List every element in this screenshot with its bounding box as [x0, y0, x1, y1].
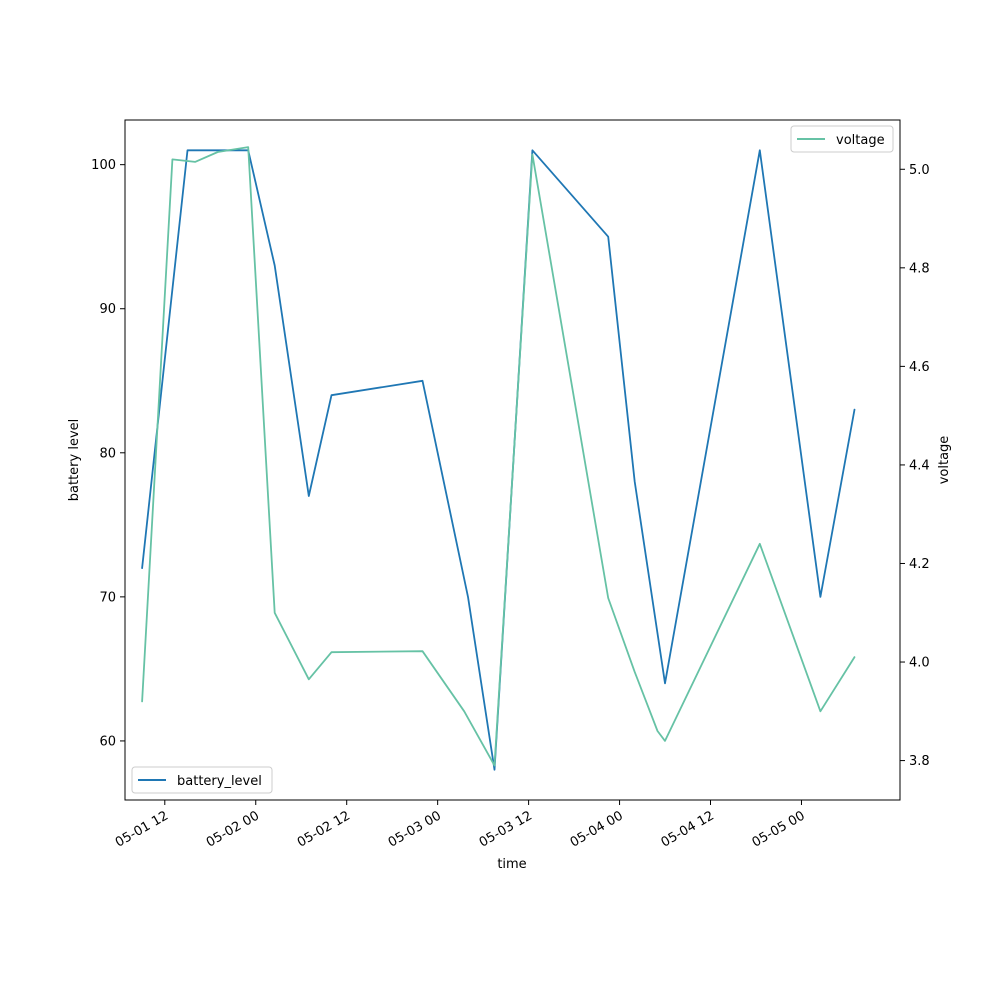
right-tick-label: 3.8 [909, 754, 930, 769]
right-tick-label: 5.0 [909, 163, 930, 178]
right-tick-label: 4.6 [909, 360, 930, 375]
legend-battery-frame [131, 766, 273, 794]
legend-voltage: voltage [790, 125, 894, 153]
left-tick-label: 90 [99, 302, 116, 317]
right-axis-title: voltage [937, 436, 952, 485]
series-line-battery-level [141, 149, 856, 771]
x-axis-title: time [497, 857, 526, 872]
legend-voltage-label: voltage [836, 133, 885, 148]
plot-lines [141, 146, 856, 771]
left-tick-label: 80 [99, 446, 116, 461]
right-tick-label: 4.0 [909, 656, 930, 671]
right-tick-label: 4.8 [909, 261, 930, 276]
legend-voltage-frame [790, 125, 894, 153]
series-line-voltage [141, 146, 856, 767]
left-axis: 60 70 80 90 100 [91, 158, 125, 749]
legend-battery-label: battery_level [177, 774, 262, 789]
plot-frame [124, 119, 901, 801]
left-tick-label: 70 [99, 590, 116, 605]
left-axis-title: battery level [67, 419, 82, 502]
right-tick-label: 4.4 [909, 458, 930, 473]
right-axis: 3.8 4.0 4.2 4.4 4.6 4.8 5.0 [900, 163, 930, 769]
left-tick-label: 60 [99, 734, 116, 749]
left-tick-label: 100 [91, 158, 116, 173]
right-tick-label: 4.2 [909, 557, 930, 572]
legend-battery: battery_level [131, 766, 273, 794]
